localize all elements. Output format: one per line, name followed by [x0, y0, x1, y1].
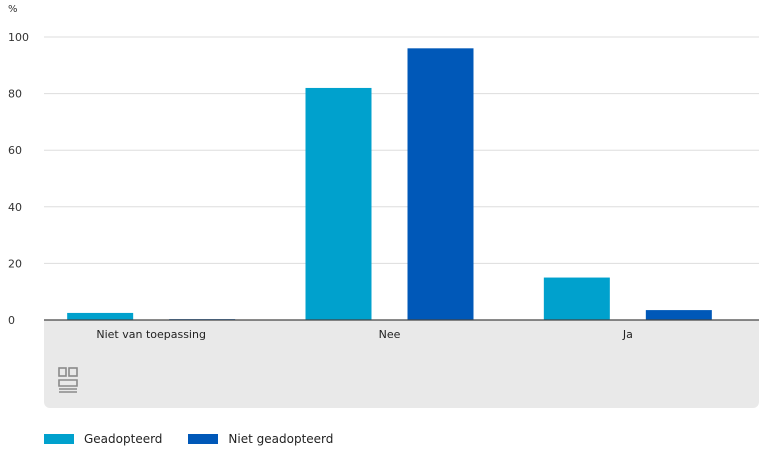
legend: Geadopteerd Niet geadopteerd	[44, 432, 359, 446]
cbs-logo-icon	[58, 367, 78, 393]
bar	[645, 310, 712, 320]
y-tick-label: 60	[8, 144, 22, 157]
x-tick-label: Ja	[622, 328, 633, 341]
bar	[407, 48, 474, 320]
y-tick-label: 20	[8, 257, 22, 270]
bar	[543, 277, 610, 320]
legend-swatch	[188, 434, 219, 444]
y-axis-unit-label: %	[8, 4, 18, 15]
y-tick-label: 100	[8, 31, 29, 44]
x-tick-label: Nee	[379, 328, 401, 341]
legend-swatch	[44, 434, 74, 444]
legend-label: Geadopteerd	[84, 432, 163, 446]
bar	[67, 312, 134, 320]
legend-label: Niet geadopteerd	[228, 432, 334, 446]
legend-item-niet-geadopteerd: Niet geadopteerd	[188, 432, 333, 446]
chart-footer-band	[44, 320, 759, 408]
y-tick-label: 80	[8, 88, 22, 101]
bar	[305, 87, 372, 320]
legend-item-geadopteerd: Geadopteerd	[44, 432, 162, 446]
y-tick-label: 40	[8, 201, 22, 214]
x-tick-label: Niet van toepassing	[96, 328, 206, 341]
y-tick-label: 0	[8, 314, 15, 327]
